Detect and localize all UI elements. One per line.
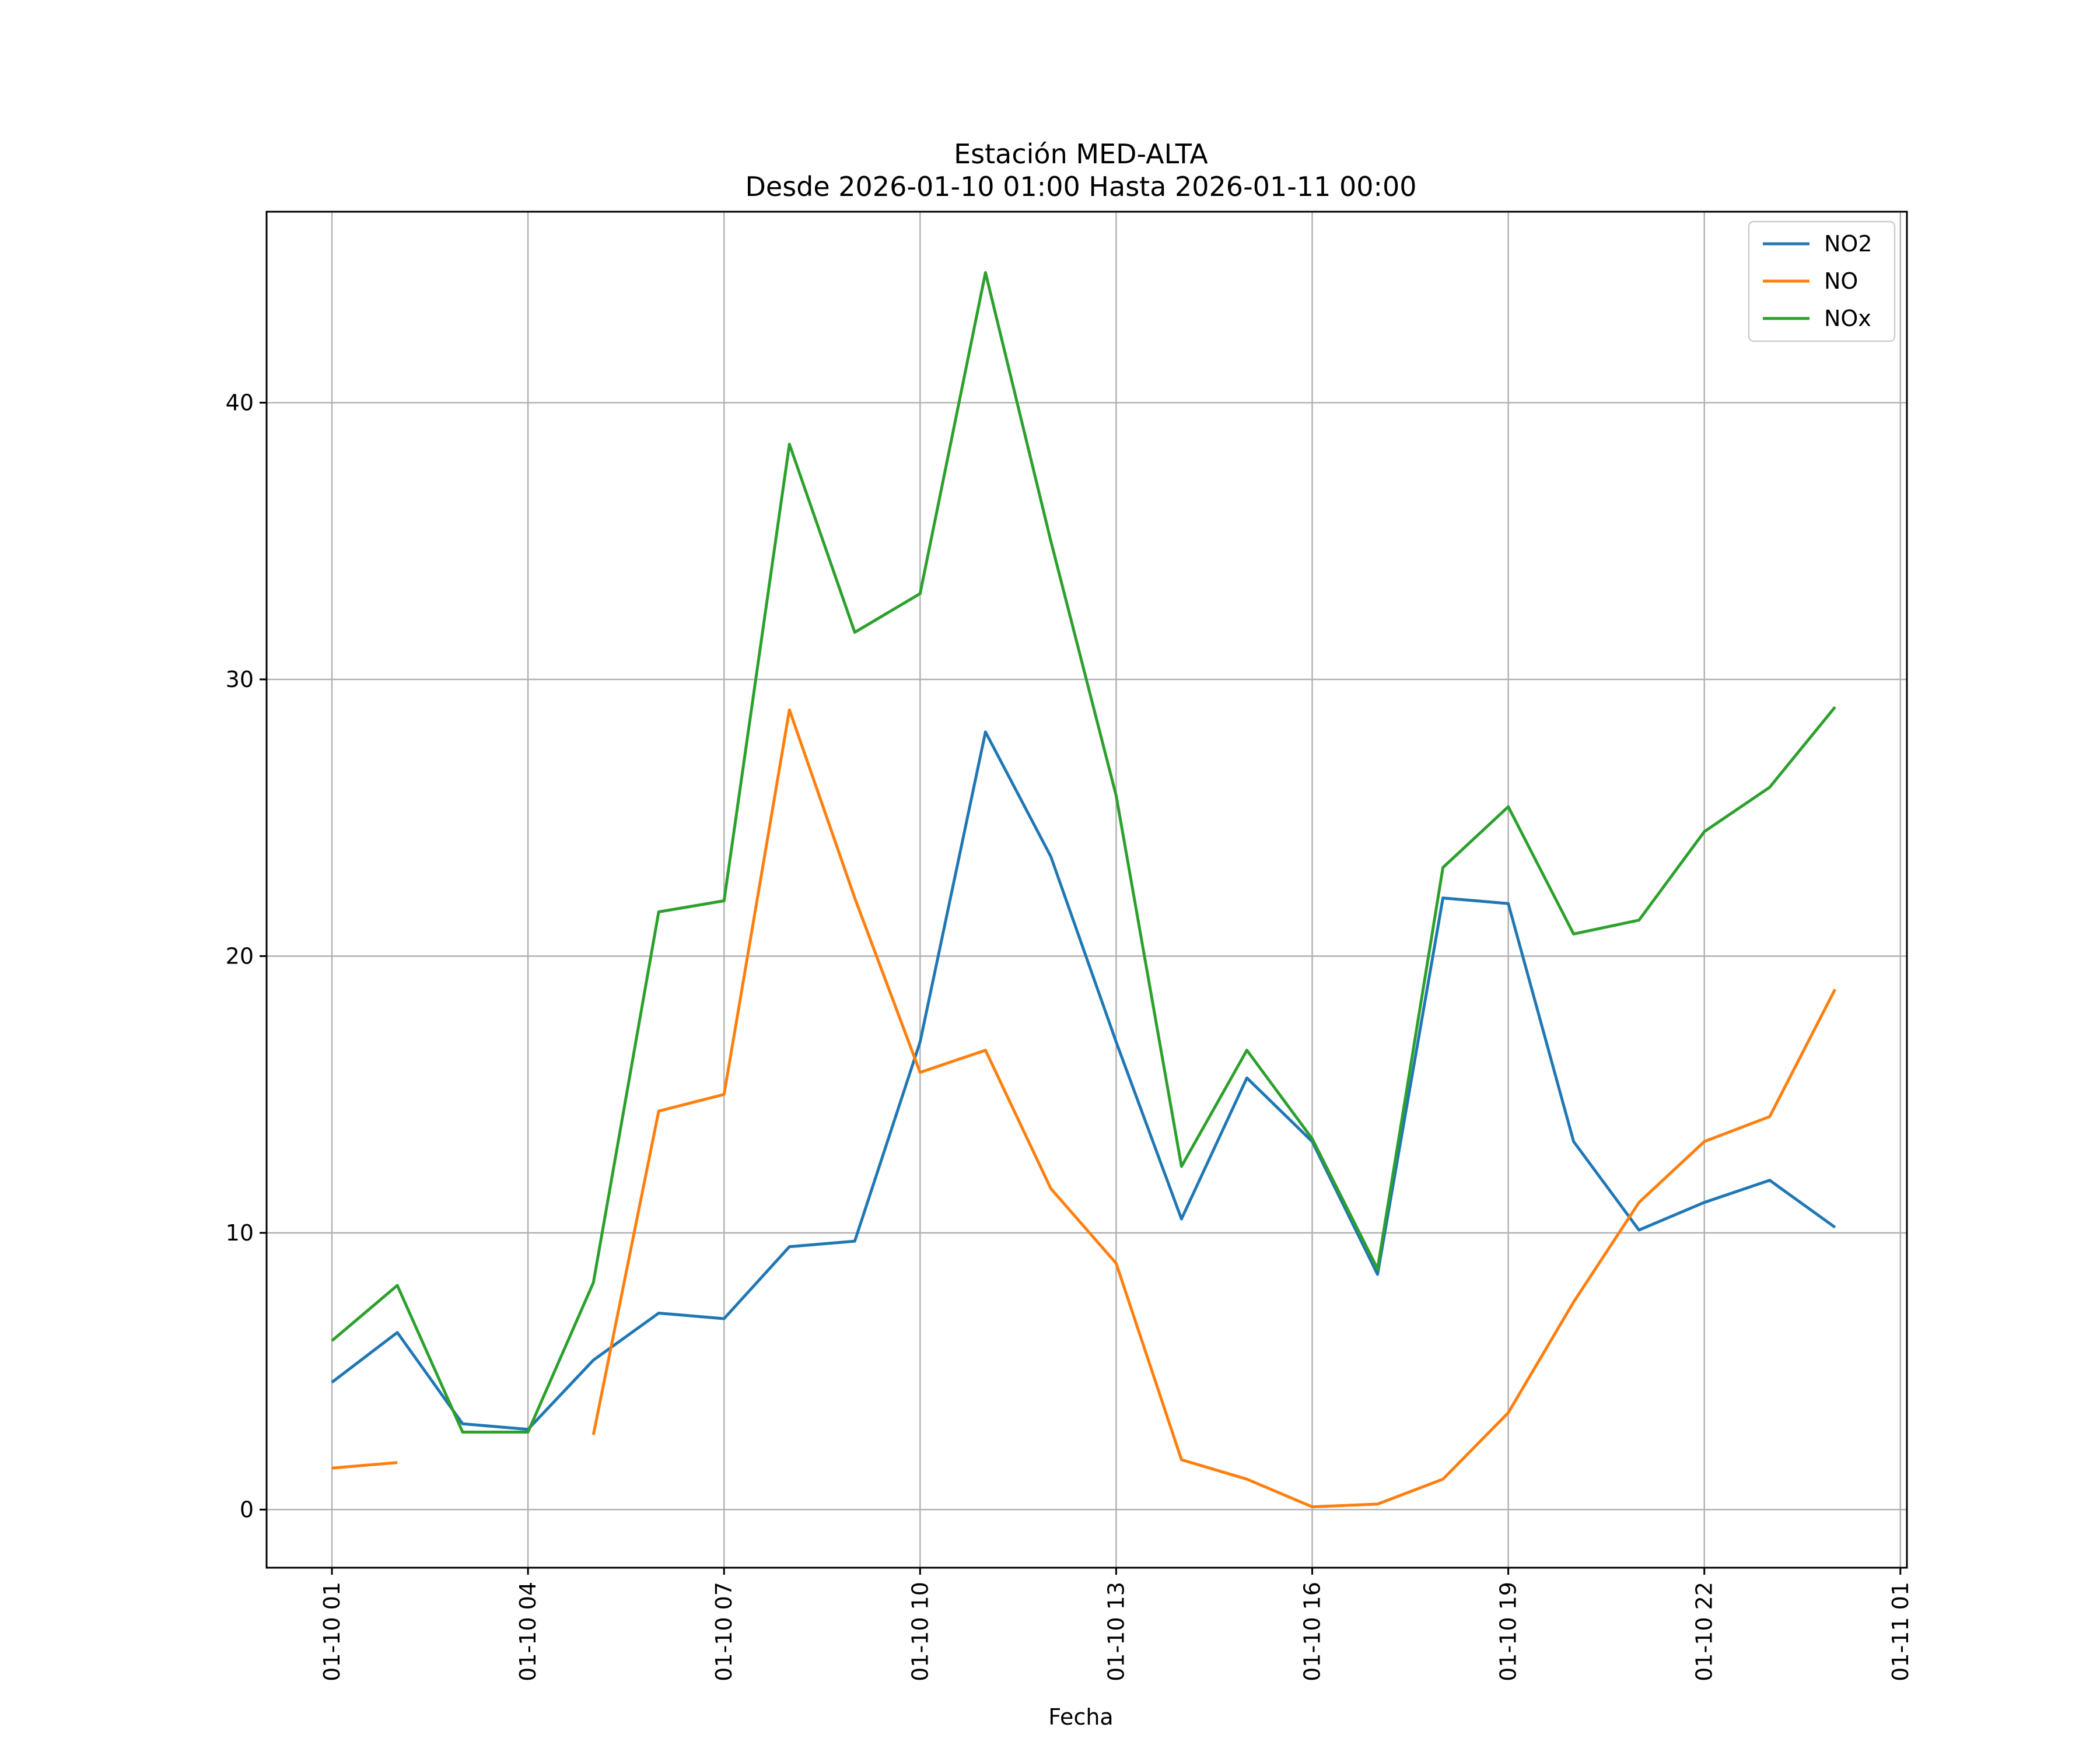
chart-title: Estación MED-ALTA [954, 138, 1208, 170]
x-tick-label: 01-10 04 [515, 1582, 541, 1681]
x-tick-label: 01-10 07 [711, 1582, 737, 1681]
x-tick-label: 01-10 22 [1692, 1582, 1717, 1681]
axis-ticks: 0 10 20 30 40 01-10 01 01-10 04 01-10 07 01-10 1… [226, 390, 1913, 1681]
x-tick-label: 01-10 10 [907, 1582, 933, 1681]
series-lines [331, 271, 1837, 1509]
y-tick-label: 30 [226, 667, 254, 692]
y-tick-label: 40 [226, 390, 254, 415]
y-tick-label: 10 [226, 1220, 254, 1246]
legend-label-no: NO [1824, 268, 1858, 294]
series-line-no [331, 708, 1837, 1509]
x-tick-label: 01-10 13 [1103, 1582, 1129, 1681]
plot-frame [265, 211, 1908, 1569]
x-tick-label: 01-11 01 [1888, 1582, 1913, 1681]
legend: NO2 NO NOx [1748, 220, 1896, 342]
y-tick-label: 0 [240, 1497, 254, 1522]
legend-label-nox: NOx [1824, 306, 1871, 331]
x-tick-label: 01-10 01 [319, 1582, 345, 1681]
legend-label-no2: NO2 [1824, 231, 1873, 257]
series-line-no2 [331, 730, 1836, 1431]
x-axis-label: Fecha [1048, 1704, 1113, 1730]
chart-subtitle: Desde 2026-01-10 01:00 Hasta 2026-01-11 … [745, 171, 1416, 202]
legend-box [1748, 220, 1896, 342]
x-tick-label: 01-10 19 [1496, 1582, 1521, 1681]
x-tick-label: 01-10 16 [1300, 1582, 1325, 1681]
series-line-nox [331, 271, 1836, 1434]
y-tick-label: 20 [226, 943, 254, 969]
